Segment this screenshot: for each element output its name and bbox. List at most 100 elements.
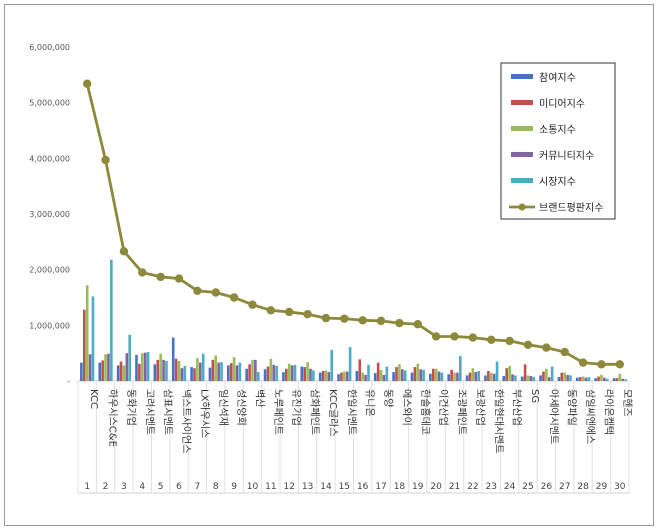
x-rank-label: 2 xyxy=(103,482,109,492)
bar-커뮤니티지수-18 xyxy=(401,369,404,381)
x-category-label: 에스와이 xyxy=(400,389,412,426)
bar-참여지수-21 xyxy=(447,374,451,381)
point-브랜드평판지수-28 xyxy=(578,358,588,367)
x-rank-label: 23 xyxy=(486,482,497,492)
bar-미디어지수-24 xyxy=(505,368,509,381)
x-rank-label: 6 xyxy=(176,482,182,492)
bar-미디어지수-12 xyxy=(285,368,288,381)
bar-소통지수-4 xyxy=(140,353,144,381)
bar-커뮤니티지수-11 xyxy=(272,364,276,381)
point-브랜드평판지수-21 xyxy=(450,332,459,341)
bar-소통지수-20 xyxy=(434,368,438,381)
x-rank-label: 19 xyxy=(412,482,424,492)
bar-커뮤니티지수-15 xyxy=(345,371,349,381)
bar-커뮤니티지수-10 xyxy=(254,359,257,381)
bar-커뮤니티지수-27 xyxy=(566,374,569,381)
bar-미디어지수-15 xyxy=(340,372,343,381)
x-rank-label: 5 xyxy=(158,482,164,492)
bar-미디어지수-8 xyxy=(211,359,215,381)
bar-참여지수-7 xyxy=(190,367,193,381)
point-브랜드평판지수-1 xyxy=(82,79,92,88)
legend-swatch-소통지수 xyxy=(511,126,533,131)
bar-커뮤니티지수-8 xyxy=(217,362,220,381)
bar-소통지수-25 xyxy=(526,375,530,381)
bar-소통지수-12 xyxy=(287,363,291,381)
bar-미디어지수-2 xyxy=(101,360,104,381)
bar-시장지수-20 xyxy=(440,372,444,381)
legend-label: 브랜드평판지수 xyxy=(539,202,603,214)
point-브랜드평판지수-17 xyxy=(376,316,386,326)
bar-소통지수-24 xyxy=(508,365,511,381)
bar-미디어지수-29 xyxy=(597,376,600,381)
bar-미디어지수-9 xyxy=(229,363,233,381)
point-브랜드평판지수-4 xyxy=(138,268,147,277)
bar-미디어지수-30 xyxy=(615,378,619,381)
bar-시장지수-21 xyxy=(459,355,462,381)
x-category-label: 삼일씨엔에스 xyxy=(584,389,596,444)
bar-시장지수-27 xyxy=(569,375,572,381)
bar-미디어지수-4 xyxy=(138,363,141,381)
bar-소통지수-3 xyxy=(122,365,126,381)
x-rank-label: 4 xyxy=(139,482,145,492)
bar-미디어지수-13 xyxy=(303,367,306,381)
bar-참여지수-15 xyxy=(337,374,340,381)
bar-참여지수-23 xyxy=(484,375,487,381)
bar-소통지수-21 xyxy=(453,372,456,381)
bar-참여지수-4 xyxy=(135,354,138,381)
bar-미디어지수-18 xyxy=(395,367,398,381)
bar-참여지수-11 xyxy=(263,369,267,381)
x-rank-label: 22 xyxy=(467,482,478,492)
bar-커뮤니티지수-22 xyxy=(474,372,478,381)
bar-커뮤니티지수-30 xyxy=(621,378,625,381)
bar-미디어지수-5 xyxy=(156,359,160,381)
bar-참여지수-3 xyxy=(116,365,120,381)
bar-참여지수-30 xyxy=(612,378,616,381)
bar-미디어지수-16 xyxy=(358,359,362,381)
bar-소통지수-22 xyxy=(471,368,475,381)
bar-참여지수-27 xyxy=(557,377,561,381)
bar-참여지수-28 xyxy=(575,377,579,381)
x-rank-label: 21 xyxy=(449,482,460,492)
bar-참여지수-6 xyxy=(171,337,175,381)
bar-소통지수-5 xyxy=(159,353,162,381)
x-rank-label: 30 xyxy=(614,482,626,492)
bar-소통지수-7 xyxy=(196,358,199,381)
point-브랜드평판지수-6 xyxy=(174,274,184,283)
bar-시장지수-3 xyxy=(128,334,132,381)
bar-소통지수-8 xyxy=(214,355,218,381)
x-category-label: 넥스트사이언스 xyxy=(180,389,192,453)
point-브랜드평판지수-7 xyxy=(193,286,202,296)
x-category-label: 유진기업 xyxy=(290,389,303,426)
bar-참여지수-26 xyxy=(539,375,542,381)
legend-swatch-marker xyxy=(518,203,526,211)
bar-시장지수-13 xyxy=(312,370,315,381)
point-브랜드평판지수-23 xyxy=(487,335,496,345)
bar-시장지수-5 xyxy=(165,360,168,381)
bar-시장지수-16 xyxy=(367,364,370,381)
bar-소통지수-18 xyxy=(398,364,401,381)
legend-swatch-커뮤니티지수 xyxy=(511,152,533,157)
x-category-label: 성신양회 xyxy=(235,389,247,426)
point-브랜드평판지수-27 xyxy=(560,347,569,357)
point-브랜드평판지수-10 xyxy=(248,300,257,309)
bar-미디어지수-19 xyxy=(413,367,417,381)
bar-커뮤니티지수-16 xyxy=(364,374,367,381)
bar-참여지수-25 xyxy=(520,376,524,381)
bar-소통지수-19 xyxy=(416,363,420,381)
point-브랜드평판지수-8 xyxy=(211,288,220,297)
x-rank-label: 24 xyxy=(504,482,516,492)
y-tick-label: 1,000,000 xyxy=(29,321,70,330)
x-rank-label: 17 xyxy=(375,482,386,492)
bar-미디어지수-6 xyxy=(174,358,178,381)
bar-참여지수-17 xyxy=(373,373,377,381)
bar-참여지수-29 xyxy=(594,378,597,381)
bar-커뮤니티지수-5 xyxy=(162,359,165,381)
x-category-label: 부산산업 xyxy=(511,389,524,426)
bar-커뮤니티지수-1 xyxy=(88,354,92,381)
bar-참여지수-14 xyxy=(318,372,322,381)
point-브랜드평판지수-19 xyxy=(413,320,422,329)
bar-소통지수-16 xyxy=(361,372,364,381)
bar-시장지수-6 xyxy=(183,365,187,381)
bar-커뮤니티지수-14 xyxy=(327,372,331,381)
legend-swatch-참여지수 xyxy=(511,74,533,79)
